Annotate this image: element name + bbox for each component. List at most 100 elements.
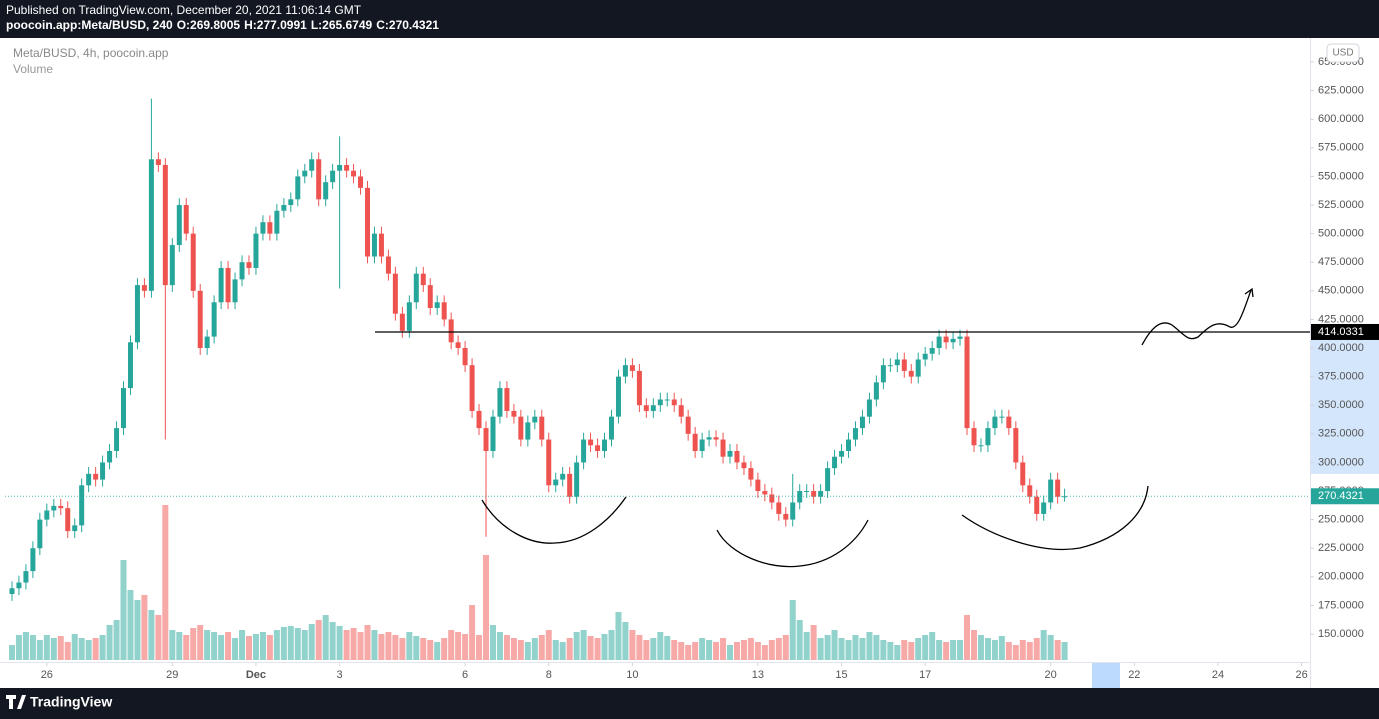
candle-body [880, 365, 886, 383]
volume-bar [406, 632, 413, 660]
candle-body [114, 428, 120, 451]
volume-bar [448, 630, 455, 660]
volume-bar [50, 638, 57, 660]
candle-body [790, 502, 796, 520]
ohlc-value: 277.0991 [257, 18, 307, 32]
volume-bar [573, 632, 580, 660]
y-tick-label: 525.0000 [1318, 199, 1364, 211]
volume-bar [706, 640, 713, 660]
symbol: poocoin.app:Meta/BUSD, 240 [6, 18, 173, 32]
candle-body [37, 519, 43, 549]
volume-bar [413, 636, 420, 660]
volume-bar [977, 635, 984, 660]
volume-bar [78, 638, 85, 660]
volume-bar [768, 640, 775, 660]
drawn-curve [961, 485, 1149, 551]
candle-body [588, 439, 594, 446]
volume-bar [350, 628, 357, 660]
volume-bar [678, 642, 685, 660]
candle-body [971, 428, 977, 446]
candle-body [134, 285, 140, 343]
volume-bar [1061, 642, 1068, 660]
volume-bar [57, 636, 64, 660]
candle-body [378, 233, 384, 257]
candle-body [330, 170, 336, 183]
volume-bar [476, 635, 483, 660]
volume-bar [775, 638, 782, 660]
currency-button[interactable] [1326, 43, 1360, 63]
candle-body [462, 348, 468, 366]
y-tick-label: 400.0000 [1318, 342, 1364, 354]
candle-body [253, 233, 259, 268]
volume-bar [817, 638, 824, 660]
candle-body [469, 365, 475, 411]
candle-body [141, 285, 147, 291]
candle-body [650, 405, 656, 411]
volume-bar [789, 600, 796, 660]
x-tick-label: 22 [1128, 669, 1140, 681]
drawings [481, 287, 1254, 568]
volume-bar [99, 635, 106, 660]
candle-body [525, 422, 531, 440]
candle-body [511, 410, 517, 417]
volume-bar [232, 638, 239, 660]
candle-body [657, 399, 663, 406]
volume-bar [134, 600, 141, 660]
candle-body [818, 491, 824, 497]
candle-body [476, 410, 482, 429]
volume-bar [650, 638, 657, 660]
candle-body [281, 205, 287, 211]
volume-bar [936, 640, 943, 660]
candle-body [629, 365, 635, 371]
candle-body [427, 285, 433, 308]
volume-bar [85, 640, 92, 660]
candle-body [302, 170, 308, 177]
candle-body [852, 428, 858, 440]
candle-body [51, 505, 57, 511]
candle-body [1013, 428, 1019, 463]
volume-bar [761, 645, 768, 660]
candle-body [204, 336, 210, 349]
y-tick-label: 375.0000 [1318, 371, 1364, 383]
candle-body [197, 290, 203, 349]
x-tick-label: Dec [246, 669, 266, 681]
candle-body [985, 428, 991, 446]
volume-bar [336, 626, 343, 660]
candle-body [351, 170, 357, 177]
candle-body [539, 416, 545, 440]
currency-label[interactable]: USD [1332, 48, 1353, 59]
volume-bar [427, 640, 434, 660]
candle-body [323, 182, 329, 200]
volume-bar [462, 634, 469, 660]
candle-body [797, 491, 803, 503]
candle-body [120, 388, 126, 429]
candle-body [406, 302, 412, 331]
volume-bar [531, 638, 538, 660]
volume-bar [908, 642, 915, 660]
candle-body [734, 450, 740, 463]
candle-body [567, 473, 573, 497]
volume-bar [538, 635, 545, 660]
y-tick-label: 425.0000 [1318, 313, 1364, 325]
volume-bar [866, 632, 873, 660]
x-tick-label: 8 [546, 669, 552, 681]
brand-logo [6, 695, 26, 709]
volume-bar [629, 630, 636, 660]
candle-body [93, 473, 99, 480]
volume-bar [434, 642, 441, 660]
candle-body [441, 302, 447, 320]
volume-bar [615, 612, 622, 660]
candle-body [483, 428, 489, 451]
candle-body [267, 222, 273, 234]
candle-body [169, 245, 175, 286]
candle-body [399, 313, 405, 331]
volume-bar [720, 638, 727, 660]
volume-bar [1026, 642, 1033, 660]
candle-body [769, 494, 775, 503]
candle-body [846, 439, 852, 451]
candle-body [72, 525, 78, 532]
y-tick-label: 350.0000 [1318, 399, 1364, 411]
volume-bar [322, 615, 329, 660]
volume-bar [859, 638, 866, 660]
candle-body [176, 205, 182, 246]
